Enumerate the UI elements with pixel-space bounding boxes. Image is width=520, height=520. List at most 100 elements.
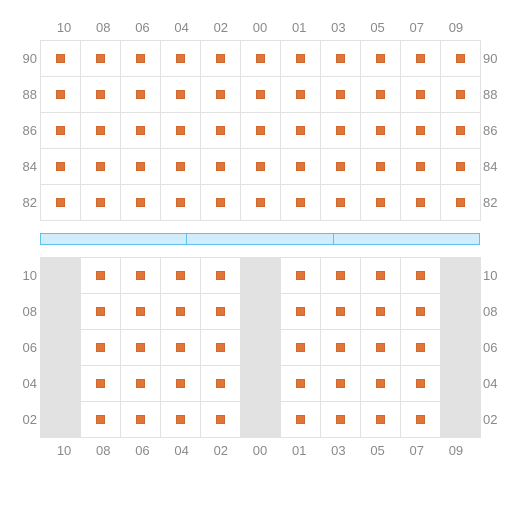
seat-cell[interactable] (201, 402, 241, 438)
seat-cell[interactable] (121, 366, 161, 402)
seat-cell[interactable] (121, 113, 161, 149)
seat-cell[interactable] (281, 366, 321, 402)
seat-cell[interactable] (41, 185, 81, 221)
seat-cell[interactable] (81, 366, 121, 402)
seat-marker (256, 198, 265, 207)
seat-cell[interactable] (41, 113, 81, 149)
seat-cell[interactable] (201, 185, 241, 221)
seat-cell[interactable] (361, 294, 401, 330)
seat-cell[interactable] (121, 77, 161, 113)
seat-cell[interactable] (81, 258, 121, 294)
seat-cell[interactable] (281, 77, 321, 113)
seat-cell[interactable] (321, 258, 361, 294)
seat-cell[interactable] (81, 294, 121, 330)
seat-cell[interactable] (81, 149, 121, 185)
seat-cell[interactable] (81, 330, 121, 366)
seat-marker (416, 307, 425, 316)
seat-cell[interactable] (81, 113, 121, 149)
seat-cell[interactable] (401, 77, 441, 113)
seat-cell[interactable] (121, 185, 161, 221)
seat-cell[interactable] (161, 330, 201, 366)
seat-cell[interactable] (201, 258, 241, 294)
seat-cell[interactable] (321, 77, 361, 113)
seat-cell[interactable] (121, 402, 161, 438)
seat-cell[interactable] (361, 77, 401, 113)
seat-cell[interactable] (161, 366, 201, 402)
seat-cell[interactable] (241, 41, 281, 77)
seat-cell[interactable] (401, 185, 441, 221)
seat-cell[interactable] (201, 294, 241, 330)
seat-cell[interactable] (281, 149, 321, 185)
seat-cell[interactable] (441, 149, 481, 185)
seat-cell[interactable] (281, 185, 321, 221)
seat-cell[interactable] (401, 149, 441, 185)
seat-cell[interactable] (361, 149, 401, 185)
seat-cell[interactable] (281, 294, 321, 330)
seat-cell[interactable] (121, 149, 161, 185)
seat-cell[interactable] (201, 113, 241, 149)
seat-cell[interactable] (201, 77, 241, 113)
seat-cell[interactable] (401, 366, 441, 402)
seat-cell[interactable] (161, 77, 201, 113)
seat-cell[interactable] (361, 366, 401, 402)
seat-cell[interactable] (161, 113, 201, 149)
column-label: 09 (436, 443, 475, 458)
seat-cell[interactable] (361, 113, 401, 149)
seat-cell[interactable] (321, 149, 361, 185)
row-label: 10 (481, 257, 501, 293)
seat-cell[interactable] (161, 258, 201, 294)
seat-cell[interactable] (241, 185, 281, 221)
seat-cell[interactable] (161, 402, 201, 438)
seat-cell[interactable] (121, 294, 161, 330)
seat-cell[interactable] (401, 402, 441, 438)
seat-cell[interactable] (361, 41, 401, 77)
seat-cell[interactable] (441, 185, 481, 221)
seat-cell[interactable] (121, 330, 161, 366)
seat-cell[interactable] (281, 402, 321, 438)
seat-cell[interactable] (321, 402, 361, 438)
seat-cell[interactable] (201, 149, 241, 185)
seat-cell[interactable] (241, 149, 281, 185)
seat-cell[interactable] (121, 41, 161, 77)
seat-cell[interactable] (81, 41, 121, 77)
seat-cell[interactable] (41, 77, 81, 113)
seat-cell[interactable] (441, 113, 481, 149)
seat-marker (216, 271, 225, 280)
seat-cell[interactable] (321, 113, 361, 149)
seat-cell[interactable] (401, 113, 441, 149)
seat-cell[interactable] (81, 77, 121, 113)
seat-cell[interactable] (161, 185, 201, 221)
seat-cell[interactable] (361, 402, 401, 438)
seat-cell[interactable] (441, 77, 481, 113)
seat-cell[interactable] (241, 113, 281, 149)
seat-cell[interactable] (281, 113, 321, 149)
seat-cell[interactable] (401, 330, 441, 366)
seat-cell[interactable] (201, 330, 241, 366)
seat-cell[interactable] (321, 294, 361, 330)
seat-cell[interactable] (281, 41, 321, 77)
seat-cell[interactable] (161, 41, 201, 77)
seat-cell[interactable] (361, 185, 401, 221)
seat-cell[interactable] (401, 41, 441, 77)
seat-cell[interactable] (401, 258, 441, 294)
seat-cell[interactable] (121, 258, 161, 294)
seat-cell[interactable] (361, 330, 401, 366)
seat-cell[interactable] (81, 402, 121, 438)
seat-cell[interactable] (81, 185, 121, 221)
seat-cell[interactable] (321, 366, 361, 402)
seat-cell[interactable] (401, 294, 441, 330)
seat-cell[interactable] (361, 258, 401, 294)
seat-cell[interactable] (41, 149, 81, 185)
seat-cell[interactable] (321, 41, 361, 77)
seat-cell[interactable] (441, 41, 481, 77)
seat-cell[interactable] (281, 258, 321, 294)
seat-cell[interactable] (161, 149, 201, 185)
seat-cell[interactable] (161, 294, 201, 330)
seat-cell[interactable] (41, 41, 81, 77)
seat-cell[interactable] (321, 330, 361, 366)
seat-cell[interactable] (201, 41, 241, 77)
seat-cell[interactable] (241, 77, 281, 113)
seat-cell[interactable] (201, 366, 241, 402)
seat-cell[interactable] (321, 185, 361, 221)
seat-cell[interactable] (281, 330, 321, 366)
